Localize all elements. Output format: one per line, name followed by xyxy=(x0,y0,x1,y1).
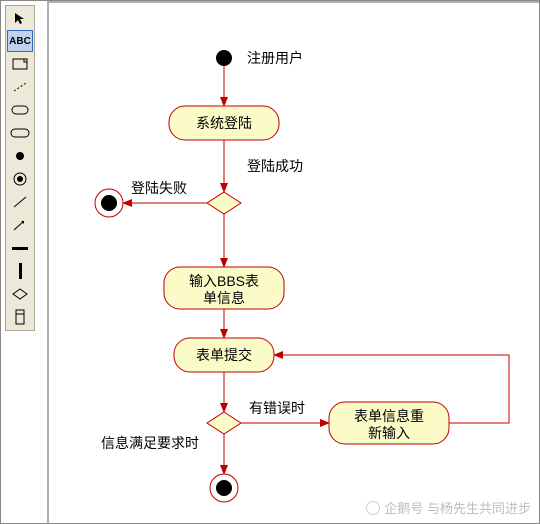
tool-rounded-rect-2[interactable] xyxy=(7,122,33,144)
tool-sync-v[interactable] xyxy=(7,260,33,282)
tool-start-node[interactable] xyxy=(7,145,33,167)
tool-arrow[interactable] xyxy=(7,214,33,236)
label-lbl_fail: 登陆失败 xyxy=(131,180,187,196)
tool-text[interactable]: ABC xyxy=(7,30,33,52)
canvas[interactable]: 系统登陆输入BBS表单信息表单提交表单信息重新输入 注册用户登陆成功登陆失败有错误… xyxy=(47,1,539,523)
node-login-label: 系统登陆 xyxy=(196,115,252,131)
tool-swimlane[interactable] xyxy=(7,306,33,328)
node-submit-label: 表单提交 xyxy=(196,347,252,363)
label-lbl_succ: 登陆成功 xyxy=(247,158,303,174)
node-input-label2: 单信息 xyxy=(203,290,245,306)
tool-dashed-line[interactable] xyxy=(7,76,33,98)
tool-decision[interactable] xyxy=(7,283,33,305)
tool-note[interactable] xyxy=(7,53,33,75)
node-retry-label1: 表单信息重 xyxy=(354,408,424,424)
tool-sync-h[interactable] xyxy=(7,237,33,259)
node-fail_end xyxy=(101,195,117,211)
label-lbl_err: 有错误时 xyxy=(249,400,305,416)
node-input-label1: 输入BBS表 xyxy=(189,273,259,289)
toolbar: ABC xyxy=(5,5,35,331)
tool-line[interactable] xyxy=(7,191,33,213)
node-start xyxy=(216,50,232,66)
tool-rounded-rect[interactable] xyxy=(7,99,33,121)
node-retry-label2: 新输入 xyxy=(368,425,410,441)
node-dec2 xyxy=(207,412,241,434)
app-frame: ABC xyxy=(0,0,540,524)
label-lbl_ok: 信息满足要求时 xyxy=(101,435,199,451)
diagram-svg: 系统登陆输入BBS表单信息表单提交表单信息重新输入 注册用户登陆成功登陆失败有错误… xyxy=(49,3,540,524)
node-end xyxy=(216,480,232,496)
node-dec1 xyxy=(207,192,241,214)
label-lbl_start: 注册用户 xyxy=(247,50,303,66)
tool-pointer[interactable] xyxy=(7,7,33,29)
tool-end-node[interactable] xyxy=(7,168,33,190)
